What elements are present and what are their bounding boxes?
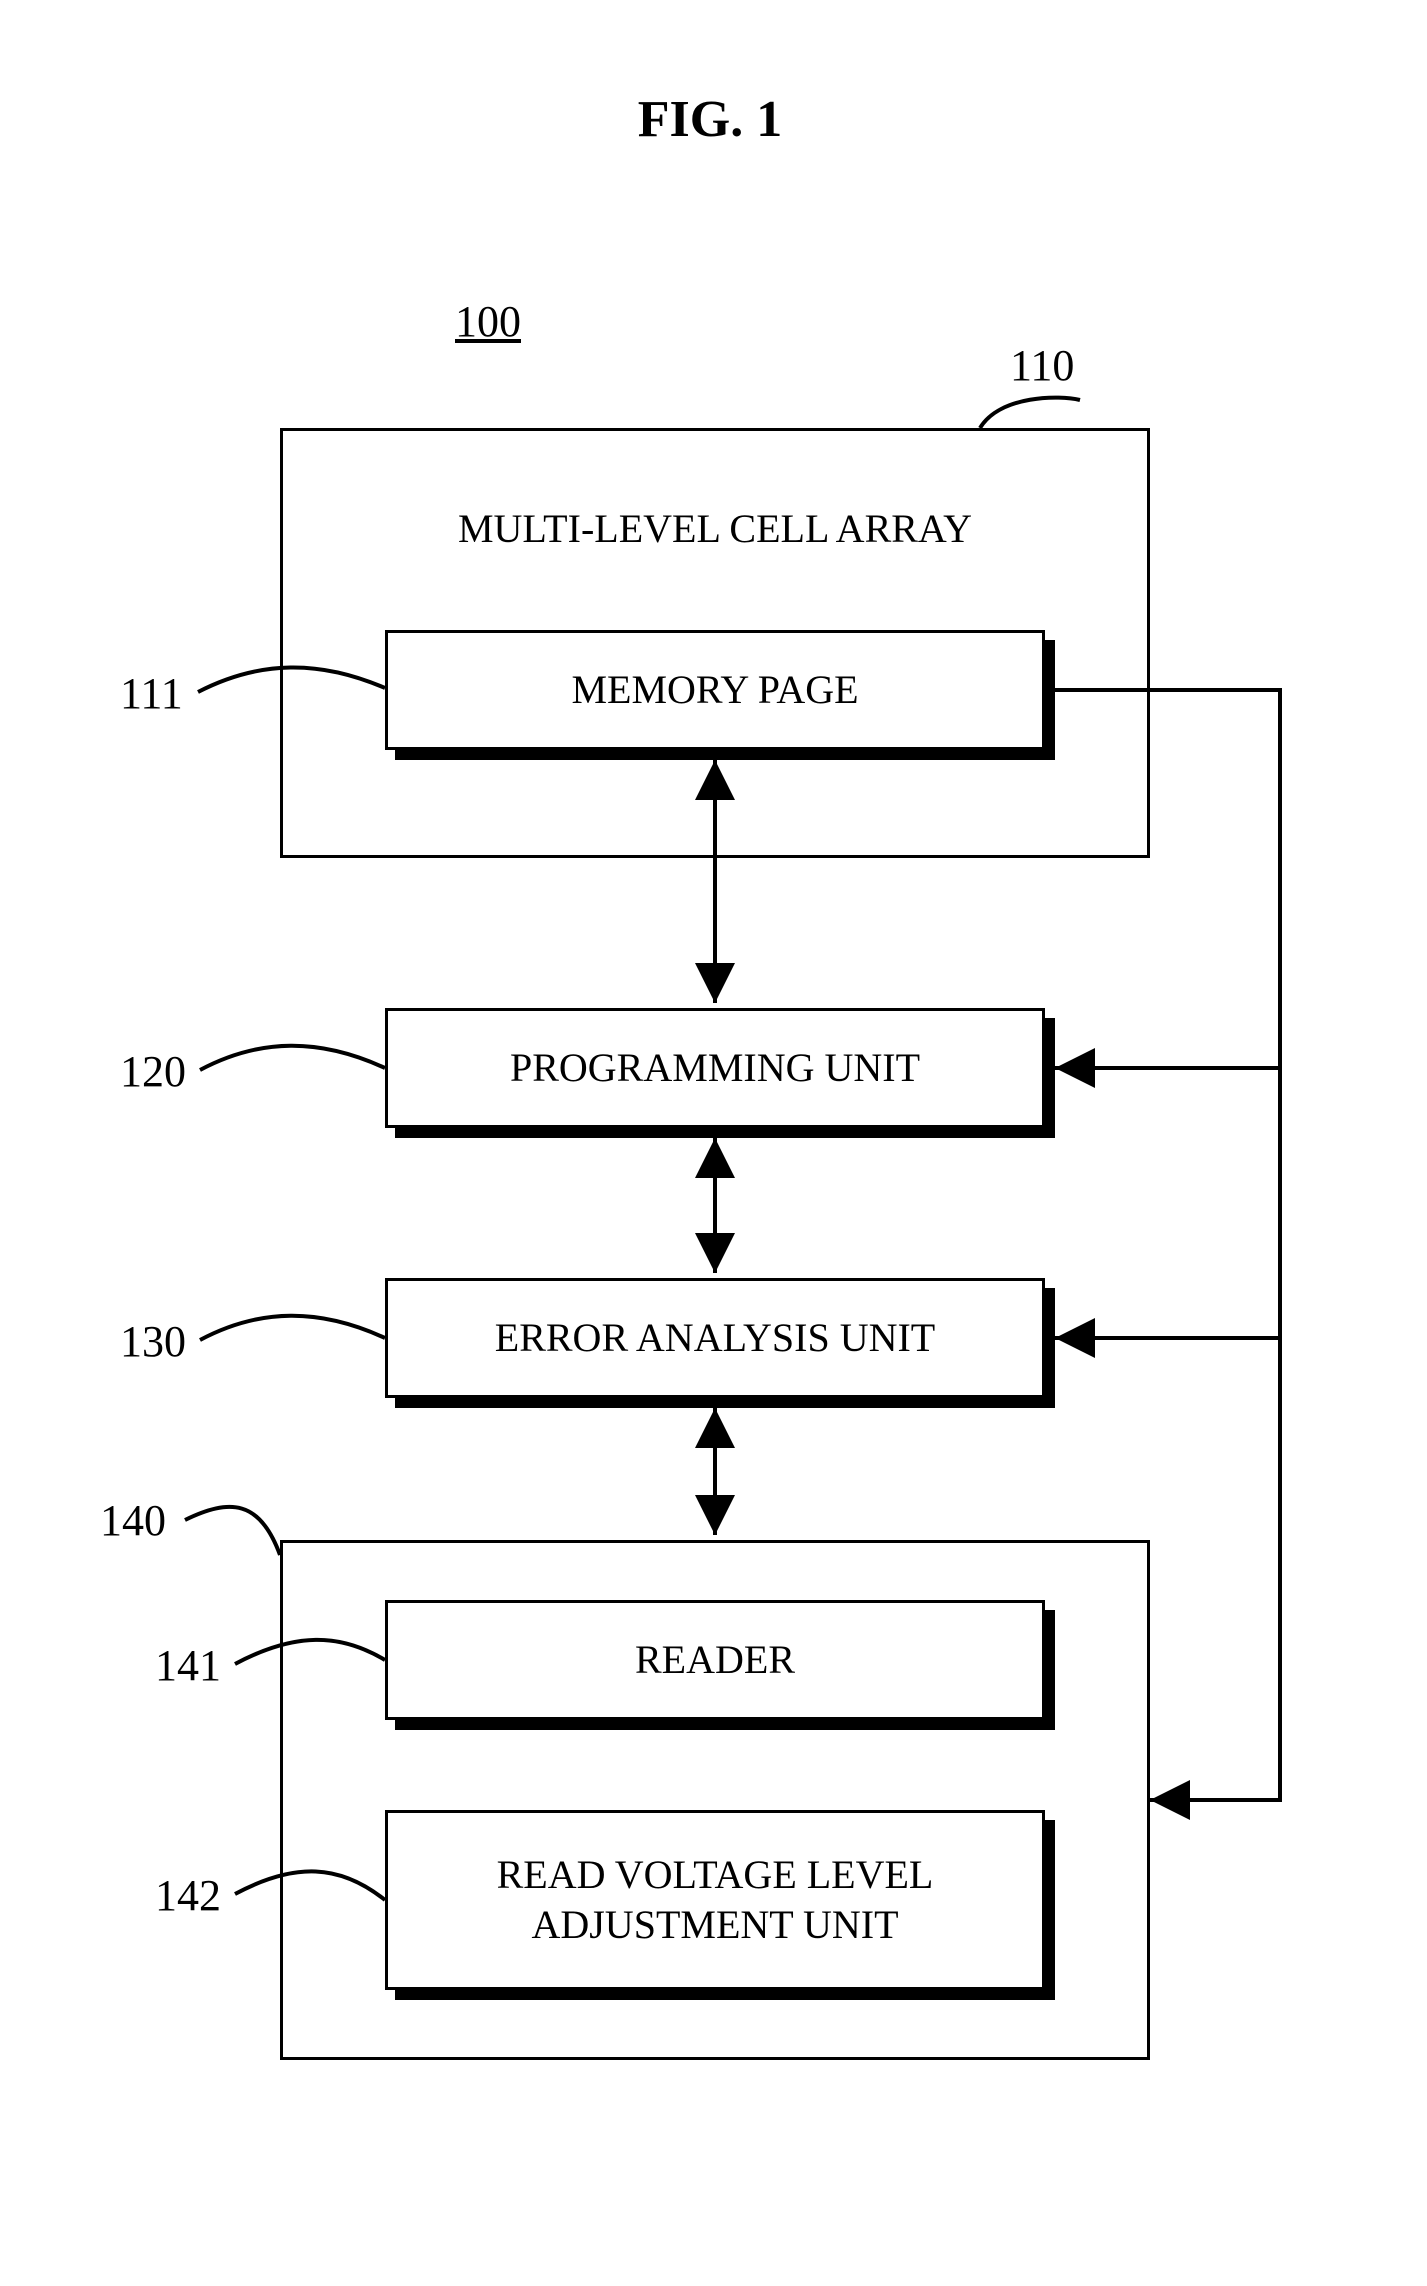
programming-unit-box: PROGRAMMING UNIT (385, 1008, 1045, 1128)
leader-110 (980, 398, 1080, 428)
leader-130 (200, 1316, 385, 1340)
rvla-box: READ VOLTAGE LEVEL ADJUSTMENT UNIT (385, 1810, 1045, 1990)
ref-141: 141 (155, 1640, 221, 1691)
cell-array-label: MULTI-LEVEL CELL ARRAY (390, 505, 1040, 552)
figure-title: FIG. 1 (560, 90, 860, 149)
ref-140: 140 (100, 1495, 166, 1546)
rvla-label: READ VOLTAGE LEVEL ADJUSTMENT UNIT (497, 1850, 934, 1950)
leader-120 (200, 1046, 385, 1070)
reader-label: READER (635, 1635, 795, 1685)
ref-142: 142 (155, 1870, 221, 1921)
diagram-canvas: FIG. 1 100 MULTI-LEVEL CELL ARRAY MEMORY… (0, 0, 1427, 2286)
reader-box: READER (385, 1600, 1045, 1720)
system-ref-100: 100 (455, 296, 521, 347)
leader-140 (185, 1507, 280, 1555)
ref-111: 111 (120, 668, 183, 719)
programming-unit-label: PROGRAMMING UNIT (510, 1043, 920, 1093)
error-analysis-label: ERROR ANALYSIS UNIT (495, 1313, 935, 1363)
ref-130: 130 (120, 1316, 186, 1367)
ref-120: 120 (120, 1046, 186, 1097)
memory-page-box: MEMORY PAGE (385, 630, 1045, 750)
error-analysis-box: ERROR ANALYSIS UNIT (385, 1278, 1045, 1398)
memory-page-label: MEMORY PAGE (571, 665, 858, 715)
ref-110: 110 (1010, 340, 1074, 391)
